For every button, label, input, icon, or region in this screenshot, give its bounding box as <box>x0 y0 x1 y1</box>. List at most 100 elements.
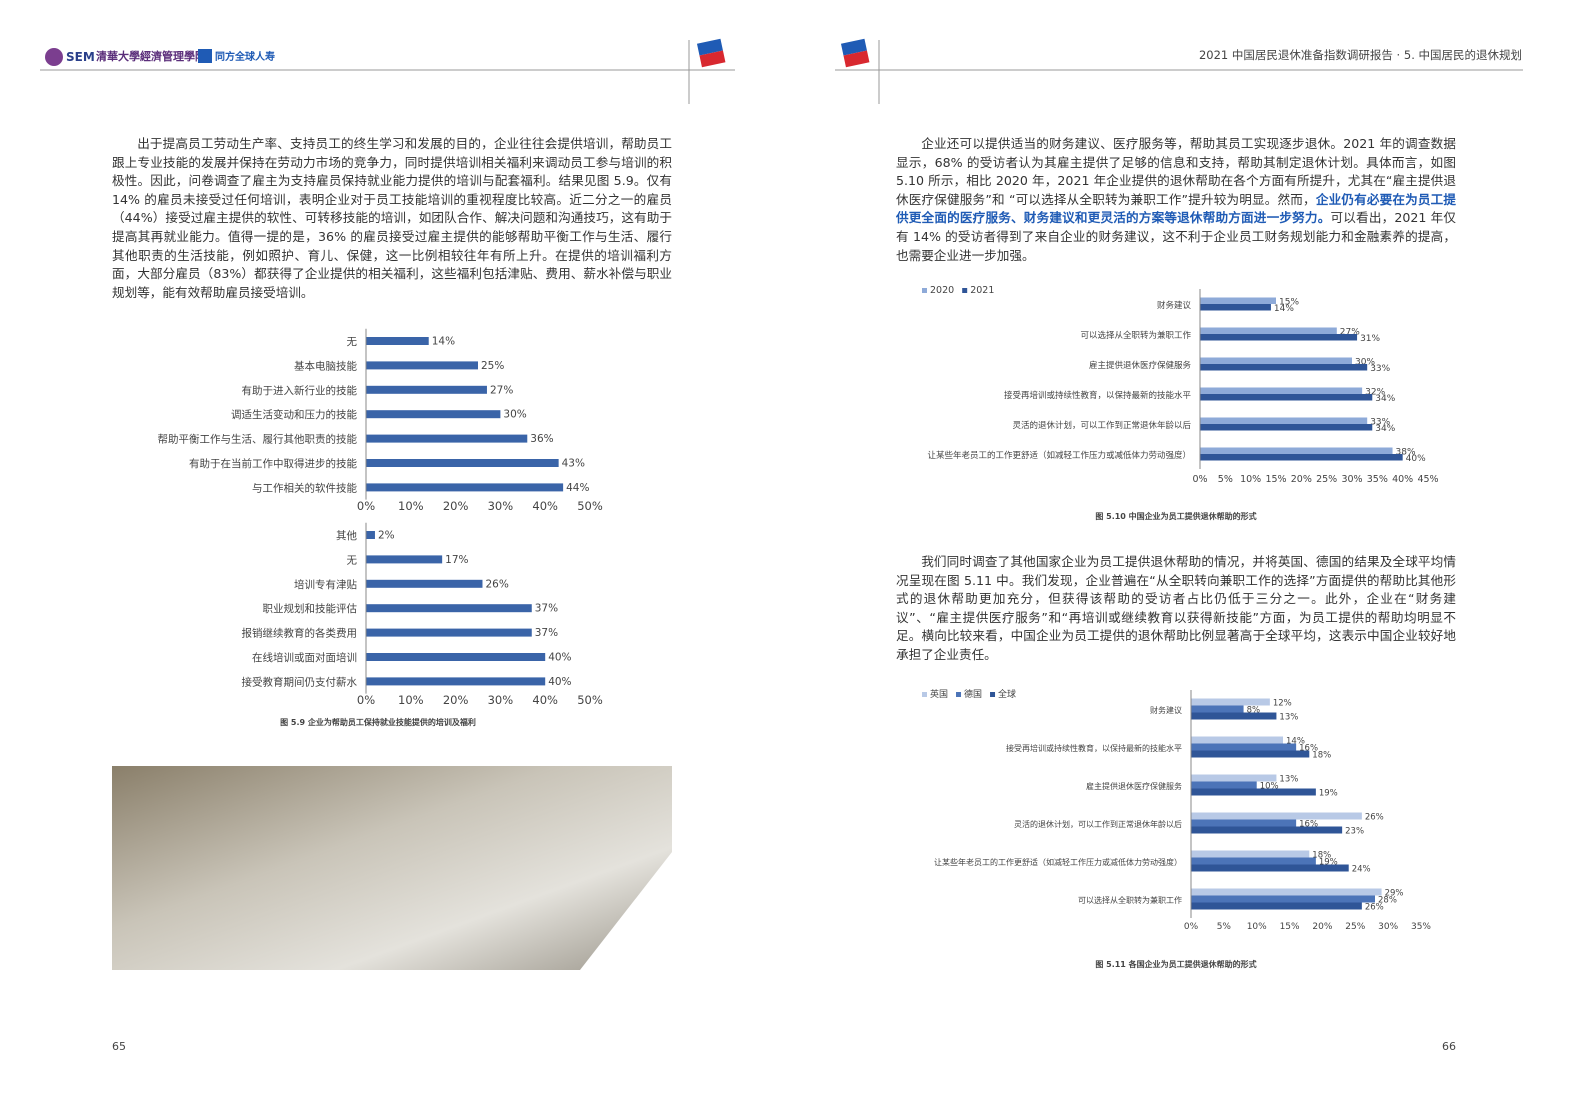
category-label: 让某些年老员工的工作更舒适（如减轻工作压力或减低体力劳动强度） <box>934 857 1182 867</box>
paragraph: 我们同时调查了其他国家企业为员工提供退休帮助的情况，并将英国、德国的结果及全球平… <box>896 554 1456 662</box>
caption: 图 5.9 企业为帮助员工保持就业技能提供的培训及福利 <box>280 717 476 727</box>
value-label: 24% <box>1352 865 1371 875</box>
bar <box>1191 774 1277 782</box>
bar <box>1191 698 1270 706</box>
x-tick-label: 20% <box>443 693 469 707</box>
text: 企业还可以提供适当的财务建议、医疗服务等，帮助其员工实现逐步退休。2021 年的… <box>896 136 1456 207</box>
bar <box>366 337 429 345</box>
bar <box>1191 712 1277 720</box>
bar <box>1200 447 1393 454</box>
logo-seal <box>45 48 63 66</box>
x-tick-label: 35% <box>1411 922 1431 932</box>
x-tick-label: 40% <box>532 693 558 707</box>
category-label: 财务建议 <box>1150 705 1182 715</box>
value-label: 26% <box>1365 813 1384 823</box>
legend-swatch <box>990 692 996 697</box>
paragraph: 企业还可以提供适当的财务建议、医疗服务等，帮助其员工实现逐步退休。2021 年的… <box>896 135 1456 265</box>
value-label: 19% <box>1319 858 1338 868</box>
value-label: 37% <box>535 603 558 615</box>
category-label: 接受再培训或持续性教育，以保持最新的技能水平 <box>1006 743 1182 753</box>
value-label: 16% <box>1299 744 1318 754</box>
bar <box>1200 417 1368 424</box>
x-tick-label: 40% <box>1392 474 1413 485</box>
bar <box>1191 750 1310 758</box>
value-label: 34% <box>1375 394 1395 404</box>
value-label: 10% <box>1260 782 1279 792</box>
x-tick-label: 25% <box>1345 922 1365 932</box>
x-tick-label: 0% <box>1184 922 1199 932</box>
category-label: 培训专有津贴 <box>294 578 357 591</box>
value-label: 28% <box>1378 896 1397 906</box>
value-label: 44% <box>566 482 589 494</box>
value-label: 17% <box>445 554 468 566</box>
bar <box>1191 857 1316 865</box>
bar <box>366 410 501 419</box>
legend-label: 2021 <box>970 285 994 296</box>
x-tick-label: 30% <box>488 499 514 513</box>
bar <box>1191 888 1382 896</box>
legend-swatch <box>922 692 927 697</box>
legend-swatch <box>922 288 927 293</box>
x-tick-label: 10% <box>1247 922 1267 932</box>
x-tick-label: 0% <box>357 499 375 513</box>
x-tick-label: 10% <box>1240 474 1261 485</box>
value-label: 23% <box>1345 827 1364 837</box>
value-label: 29% <box>1385 889 1404 899</box>
caption: 图 5.11 各国企业为员工提供退休帮助的形式 <box>1095 959 1256 969</box>
value-label: 15% <box>1279 297 1299 307</box>
category-label: 有助于进入新行业的技能 <box>242 384 358 397</box>
value-label: 13% <box>1279 713 1298 723</box>
category-label: 灵活的退休计划，可以工作到正常退休年龄以后 <box>1012 420 1191 431</box>
bar <box>366 628 532 637</box>
bar <box>1191 812 1362 820</box>
category-label: 雇主提供退休医疗保健服务 <box>1089 360 1192 371</box>
value-label: 27% <box>490 384 513 396</box>
value-label: 33% <box>1370 364 1390 374</box>
value-label: 14% <box>1286 737 1305 747</box>
category-label: 在线培训或面对面培训 <box>252 651 357 664</box>
bar <box>366 434 528 443</box>
value-label: 31% <box>1360 334 1380 344</box>
bar <box>1191 788 1316 796</box>
x-tick-label: 50% <box>577 499 603 513</box>
value-label: 30% <box>503 409 526 421</box>
value-label: 2% <box>378 530 395 542</box>
bar <box>1191 864 1349 872</box>
logo-icon <box>198 49 212 63</box>
category-label: 与工作相关的软件技能 <box>252 481 357 494</box>
x-tick-label: 10% <box>398 693 424 707</box>
bar <box>1200 454 1403 461</box>
category-label: 可以选择从全职转为兼职工作 <box>1080 330 1191 341</box>
bar <box>366 604 532 613</box>
value-label: 32% <box>1365 387 1385 397</box>
value-label: 26% <box>485 578 508 590</box>
bar <box>366 361 478 370</box>
logo-text: 清華大學經濟管理學院 <box>96 49 206 63</box>
category-label: 其他 <box>336 529 357 542</box>
legend-label: 全球 <box>998 688 1016 700</box>
x-tick-label: 30% <box>488 693 514 707</box>
text: 可以看出，2021 年仅有 14% 的受访者得到了来自企业的财务建议，这不利于企… <box>896 210 1457 263</box>
x-tick-label: 30% <box>1378 922 1398 932</box>
value-label: 38% <box>1396 447 1416 457</box>
photo <box>112 766 672 970</box>
bar <box>1191 902 1362 910</box>
value-label: 19% <box>1319 789 1338 799</box>
x-tick-label: 5% <box>1217 922 1232 932</box>
legend-label: 英国 <box>930 688 948 700</box>
bar <box>366 579 483 588</box>
value-label: 37% <box>535 627 558 639</box>
value-label: 26% <box>1365 903 1384 913</box>
page-number: 65 <box>112 1040 126 1053</box>
bar <box>366 531 375 539</box>
value-label: 34% <box>1375 424 1395 434</box>
value-label: 36% <box>530 433 553 445</box>
value-label: 14% <box>1274 304 1294 314</box>
value-label: 33% <box>1370 417 1390 427</box>
value-label: 30% <box>1355 357 1375 367</box>
legend-swatch <box>956 692 962 697</box>
category-label: 财务建议 <box>1157 300 1192 311</box>
category-label: 有助于在当前工作中取得进步的技能 <box>189 457 357 470</box>
x-tick-label: 15% <box>1280 922 1300 932</box>
